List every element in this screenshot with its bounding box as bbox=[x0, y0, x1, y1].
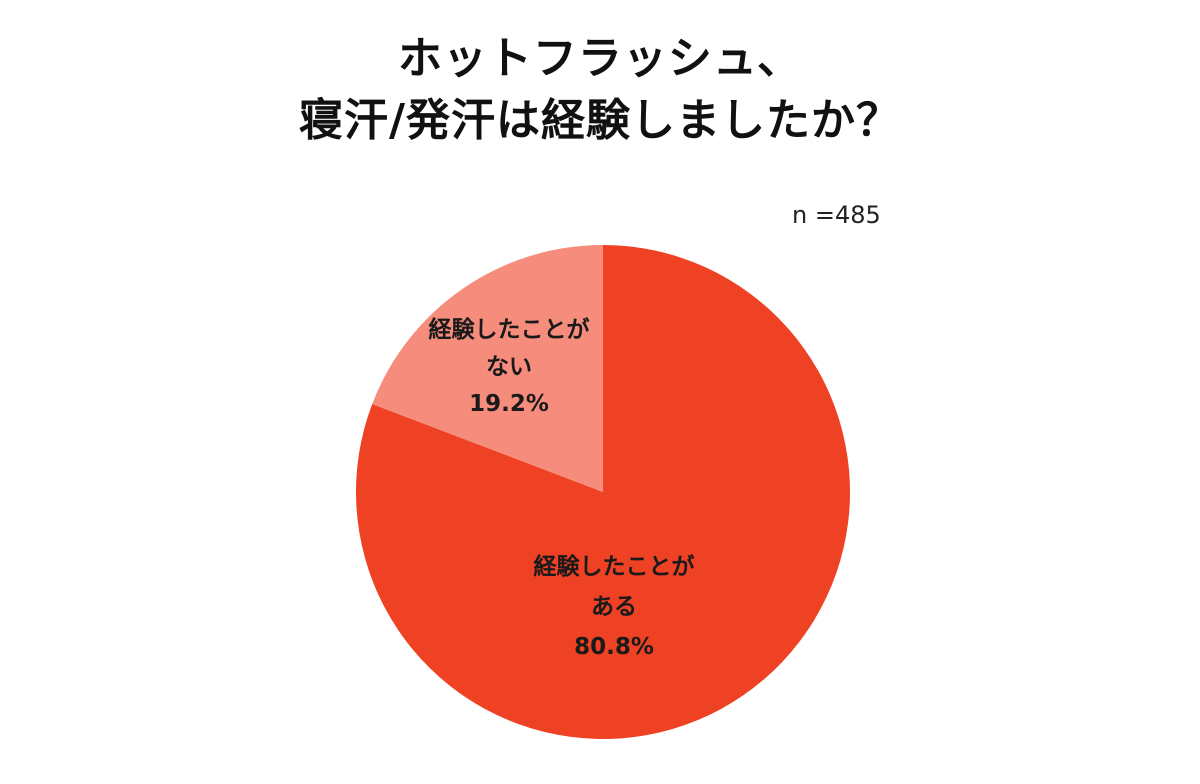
pie-slice-no bbox=[372, 245, 603, 492]
slice-value-yes: 80.8% bbox=[574, 634, 654, 660]
chart-title-line-1: ホットフラッシュ、 bbox=[397, 33, 803, 84]
slice-label-line-yes-1: 経験したことが bbox=[534, 553, 695, 580]
slice-label-line-yes-2: ある bbox=[591, 594, 637, 620]
slice-label-line-no-1: 経験したことが bbox=[429, 316, 590, 343]
chart-title: ホットフラッシュ、 寝汗/発汗は経験しましたか？ bbox=[0, 28, 1200, 152]
slice-label-line-no-2: ない bbox=[486, 354, 532, 380]
sample-size-label: n =485 bbox=[792, 201, 881, 229]
pie-slice-yes bbox=[356, 245, 851, 739]
chart-title-line-2: 寝汗/発汗は経験しましたか？ bbox=[298, 95, 902, 146]
slice-value-no: 19.2% bbox=[469, 391, 549, 417]
